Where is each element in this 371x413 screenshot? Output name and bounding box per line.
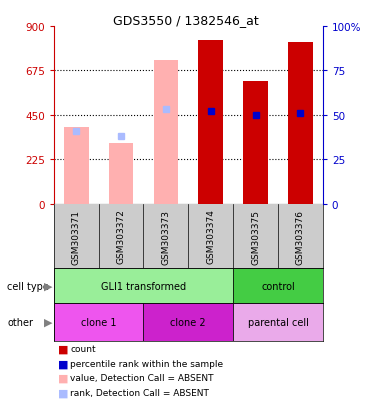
Text: GLI1 transformed: GLI1 transformed bbox=[101, 281, 186, 291]
Text: ■: ■ bbox=[58, 344, 68, 354]
Bar bbox=[64, 128, 89, 204]
Text: parental cell: parental cell bbox=[247, 317, 308, 327]
Text: GSM303371: GSM303371 bbox=[72, 209, 81, 264]
Bar bbox=[288, 43, 313, 204]
Text: GDS3550 / 1382546_at: GDS3550 / 1382546_at bbox=[113, 14, 258, 27]
Text: GSM303376: GSM303376 bbox=[296, 209, 305, 264]
Text: ■: ■ bbox=[58, 373, 68, 383]
Text: clone 2: clone 2 bbox=[170, 317, 206, 327]
Text: cell type: cell type bbox=[7, 281, 49, 291]
Text: GSM303373: GSM303373 bbox=[161, 209, 170, 264]
Bar bbox=[154, 60, 178, 204]
Text: value, Detection Call = ABSENT: value, Detection Call = ABSENT bbox=[70, 373, 214, 382]
Text: GSM303374: GSM303374 bbox=[206, 209, 215, 264]
Bar bbox=[233, 268, 323, 304]
Bar bbox=[198, 40, 223, 204]
Text: ▶: ▶ bbox=[44, 281, 52, 291]
Text: count: count bbox=[70, 344, 96, 354]
Text: clone 1: clone 1 bbox=[81, 317, 116, 327]
Text: GSM303372: GSM303372 bbox=[116, 209, 125, 264]
Text: ■: ■ bbox=[58, 387, 68, 397]
Bar bbox=[54, 268, 233, 304]
Text: GSM303375: GSM303375 bbox=[251, 209, 260, 264]
Bar bbox=[144, 304, 233, 341]
Text: ■: ■ bbox=[58, 358, 68, 368]
Text: control: control bbox=[261, 281, 295, 291]
Text: percentile rank within the sample: percentile rank within the sample bbox=[70, 359, 224, 368]
Text: ▶: ▶ bbox=[44, 317, 52, 327]
Bar bbox=[54, 304, 144, 341]
Bar bbox=[109, 143, 133, 204]
Bar bbox=[243, 82, 268, 204]
Bar bbox=[233, 304, 323, 341]
Text: rank, Detection Call = ABSENT: rank, Detection Call = ABSENT bbox=[70, 388, 209, 397]
Text: other: other bbox=[7, 317, 33, 327]
